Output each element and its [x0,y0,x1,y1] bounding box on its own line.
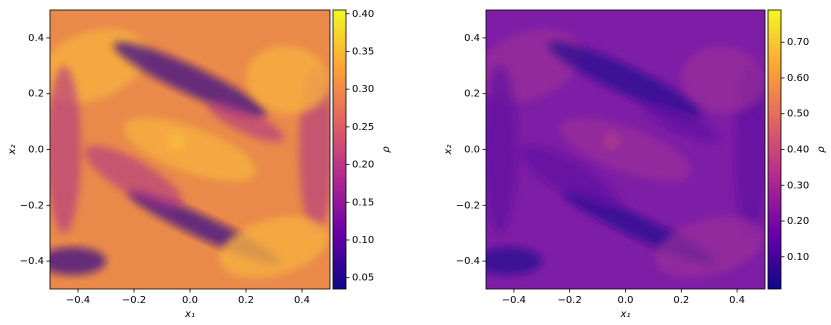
colorbar-tick-label: 0.20 [787,216,809,227]
colorbar-tick-label: 0.10 [352,235,374,246]
y-axis-label: x₂ [7,145,18,156]
density-field [50,10,330,289]
x-tick-label: −0.2 [558,295,582,306]
y-tick-label: 0.0 [28,145,44,156]
field-texture [486,247,542,276]
y-tick-label: −0.4 [20,256,44,267]
colorbar-tick-label: 0.30 [352,84,374,95]
field-texture [123,117,257,182]
field-texture [167,132,185,150]
field-texture [520,145,619,209]
colorbar [767,9,782,290]
field-texture [50,65,81,234]
field-texture [246,45,330,114]
field-texture [84,145,184,209]
colorbar-tick-label: 0.60 [787,73,809,84]
colorbar-tick-label: 0.50 [787,109,809,120]
colorbar-label: ρ [816,146,827,153]
colorbar-tick-label: 0.20 [352,160,374,171]
x-tick-label: 0.4 [294,295,310,306]
colorbar-label: ρ [381,146,392,153]
x-axis-label: x₁ [184,309,195,320]
field-texture [603,132,620,150]
y-axis-label: x₂ [443,145,454,156]
colorbar-tick-label: 0.10 [787,252,809,263]
field-texture [549,42,702,118]
x-tick-label: 0.0 [618,295,634,306]
density-field [486,10,765,289]
x-tick-label: −0.4 [502,295,526,306]
x-axis-label: x₁ [620,309,631,320]
x-tick-label: 0.2 [673,295,689,306]
field-texture [559,117,692,182]
colorbar-tick-label: 0.40 [352,9,374,20]
field-texture [219,216,329,278]
y-tick-label: 0.2 [464,89,480,100]
y-tick-label: −0.2 [20,200,44,211]
field-texture [207,101,285,143]
colorbar [332,9,347,290]
x-tick-label: 0.0 [182,295,198,306]
field-texture [486,65,517,234]
x-tick-label: 0.4 [729,295,745,306]
colorbar-tick-label: 0.35 [352,46,374,57]
x-tick-label: −0.4 [66,295,90,306]
y-tick-label: −0.4 [456,256,480,267]
y-tick-label: 0.4 [464,33,480,44]
y-tick-label: 0.2 [28,89,44,100]
y-tick-label: 0.4 [28,33,44,44]
field-texture [681,45,765,114]
colorbar-tick-label: 0.15 [352,197,374,208]
field-texture [50,247,106,276]
colorbar-tick-label: 0.05 [352,273,374,284]
colorbar-tick-label: 0.25 [352,122,374,133]
colorbar-tick-label: 0.40 [787,145,809,156]
field-texture [643,101,720,142]
colorbar-tick-label: 0.30 [787,180,809,191]
field-texture [113,42,267,118]
field-texture [654,216,764,278]
y-tick-label: 0.0 [464,145,480,156]
y-tick-label: −0.2 [456,200,480,211]
colorbar-tick-label: 0.70 [787,37,809,48]
x-tick-label: −0.2 [122,295,146,306]
x-tick-label: 0.2 [238,295,254,306]
